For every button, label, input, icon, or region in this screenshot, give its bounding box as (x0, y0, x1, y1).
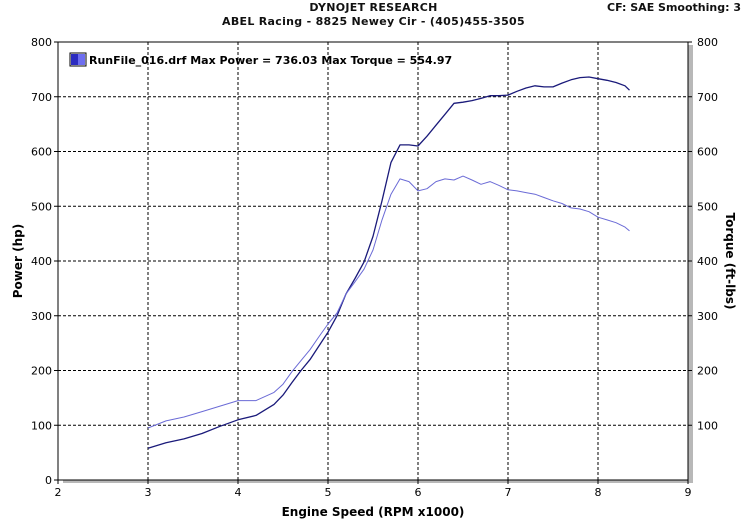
tick-label-right: 500 (697, 200, 718, 213)
tick-label-x: 4 (235, 486, 242, 499)
x-axis-title: Engine Speed (RPM x1000) (282, 505, 465, 519)
tick-label-x: 7 (505, 486, 512, 499)
tick-label-right: 300 (697, 310, 718, 323)
tick-label-left: 400 (31, 255, 52, 268)
power-curve (147, 76, 630, 449)
tick-label-right: 700 (697, 91, 718, 104)
legend-label: RunFile_016.drf Max Power = 736.03 Max T… (89, 54, 452, 67)
tick-label-x: 3 (145, 486, 152, 499)
y-axis-title-left: Power (hp) (11, 224, 25, 298)
legend-swatch-light (78, 54, 85, 65)
tick-label-right: 200 (697, 365, 718, 378)
grid-lines (58, 42, 688, 480)
y-axis-title-right: Torque (ft-lbs) (723, 213, 737, 310)
tick-label-left: 100 (31, 419, 52, 432)
tick-label-left: 600 (31, 146, 52, 159)
shop-subtitle: ABEL Racing - 8825 Newey Cir - (405)455-… (222, 15, 525, 28)
y-axis-ticks-left: 0 100 200 300 400 500 600 700 800 (31, 36, 58, 487)
tick-label-right: 800 (697, 36, 718, 49)
torque-curve (147, 175, 630, 429)
tick-label-left: 700 (31, 91, 52, 104)
x-axis-ticks: 2 3 4 5 6 7 8 9 (55, 480, 692, 499)
tick-label-x: 8 (595, 486, 602, 499)
tick-label-right: 100 (697, 419, 718, 432)
company-title: DYNOJET RESEARCH (309, 1, 438, 14)
tick-label-left: 300 (31, 310, 52, 323)
y-axis-ticks-right: 100 200 300 400 500 600 700 800 (688, 36, 718, 432)
tick-label-x: 5 (325, 486, 332, 499)
tick-label-right: 600 (697, 146, 718, 159)
legend[interactable]: RunFile_016.drf Max Power = 736.03 Max T… (69, 52, 452, 67)
tick-label-left: 500 (31, 200, 52, 213)
tick-label-x: 2 (55, 486, 62, 499)
series-lines (147, 76, 630, 449)
tick-label-x: 6 (415, 486, 422, 499)
tick-label-left: 0 (45, 474, 52, 487)
chart-header: DYNOJET RESEARCH ABEL Racing - 8825 Newe… (0, 0, 747, 36)
tick-label-right: 400 (697, 255, 718, 268)
tick-label-x: 9 (685, 486, 692, 499)
tick-label-left: 200 (31, 365, 52, 378)
settings-readout: CF: SAE Smoothing: 3 (607, 1, 741, 14)
legend-swatch-dark (71, 54, 78, 65)
tick-label-left: 800 (31, 36, 52, 49)
